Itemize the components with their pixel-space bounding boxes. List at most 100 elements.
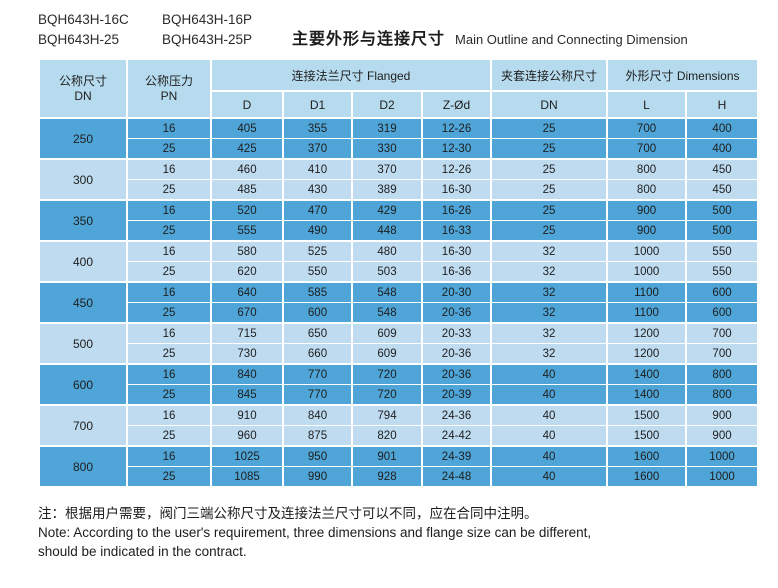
title-row-2: BQH643H-25 BQH643H-25P 主要外形与连接尺寸 Main Ou… [38,30,758,50]
data-cell: 548 [351,302,423,324]
data-cell: 900 [606,220,688,242]
data-cell: 32 [490,261,609,283]
data-cell: 650 [282,323,353,344]
col-header-jacket-dn: DN [490,90,609,119]
data-cell: 1400 [606,384,688,406]
data-cell: 585 [282,282,353,303]
data-cell: 840 [210,364,284,385]
data-cell: 16 [126,405,212,426]
data-cell: 16-33 [420,220,493,242]
col-header-pn: 公称压力 PN [126,58,212,119]
data-cell: 370 [351,159,423,180]
data-cell: 25 [490,179,609,201]
table-row: 450 16 640 585 548 20-30 32 1100 600 [38,282,760,324]
dn-group-cell: 600 [38,364,128,406]
data-cell: 1400 [606,364,688,385]
note-block: 注：根据用户需要，阀门三端公称尺寸及连接法兰尺寸可以不同，应在合同中注明。 No… [38,504,758,561]
data-cell: 40 [490,384,609,406]
col-header-pn-cn: 公称压力 [144,73,193,88]
col-header-h: H [685,90,760,119]
data-cell: 24-48 [420,466,493,488]
data-cell: 770 [282,364,353,385]
data-cell: 12-26 [420,159,493,180]
table-row: 25 555 490 448 16-33 25 900 500 [39,220,760,242]
data-cell: 700 [606,138,688,160]
table-row: 25 1085 990 928 24-48 40 1600 1000 [39,466,760,488]
data-cell: 40 [490,446,609,467]
data-cell: 490 [282,220,353,242]
data-cell: 550 [685,261,760,283]
model-name: BQH643H-25 [38,32,120,47]
data-cell: 800 [685,364,760,385]
data-cell: 430 [282,179,353,201]
col-group-flanged: 连接法兰尺寸 Flanged [209,58,493,92]
data-cell: 715 [210,323,284,344]
data-cell: 950 [282,446,353,467]
data-cell: 1200 [606,323,688,344]
data-cell: 800 [685,384,760,406]
data-cell: 794 [351,405,423,426]
data-cell: 1000 [606,241,688,262]
data-cell: 32 [490,241,609,262]
table-row: 25 620 550 503 16-36 32 1000 550 [39,261,760,283]
data-cell: 928 [351,466,423,488]
data-cell: 875 [282,425,353,447]
data-cell: 548 [351,282,423,303]
data-cell: 1500 [606,425,688,447]
data-cell: 820 [351,425,423,447]
table-row: 25 485 430 389 16-30 25 800 450 [39,179,760,201]
data-cell: 520 [210,200,284,221]
data-cell: 20-36 [420,364,493,385]
table-row: 400 16 580 525 480 16-30 32 1000 550 [38,241,760,283]
data-cell: 16-30 [420,179,493,201]
data-cell: 24-42 [420,425,493,447]
data-cell: 25 [126,261,212,283]
data-cell: 600 [685,302,760,324]
data-cell: 660 [282,343,353,365]
col-header-pn-en: PN [160,88,178,103]
data-cell: 470 [282,200,353,221]
data-cell: 900 [685,405,760,426]
data-cell: 32 [490,282,609,303]
header-row-groups: 公称尺寸 DN 公称压力 PN 连接法兰尺寸 Flanged 夹套连接公称尺寸 … [38,58,760,119]
dn-group-cell: 400 [38,241,128,283]
data-cell: 40 [490,364,609,385]
data-cell: 500 [685,220,760,242]
data-cell: 525 [282,241,353,262]
data-cell: 700 [685,323,760,344]
data-cell: 580 [210,241,284,262]
data-cell: 32 [490,323,609,344]
data-cell: 25 [490,118,609,139]
data-cell: 20-36 [420,343,493,365]
data-cell: 12-30 [420,138,493,160]
data-cell: 600 [282,302,353,324]
data-cell: 450 [685,159,760,180]
data-cell: 1600 [606,446,688,467]
data-cell: 900 [606,200,688,221]
dimensions-table: 公称尺寸 DN 公称压力 PN 连接法兰尺寸 Flanged 夹套连接公称尺寸 … [38,58,760,488]
data-cell: 20-36 [420,302,493,324]
data-cell: 620 [210,261,284,283]
data-cell: 25 [126,425,212,447]
data-cell: 910 [210,405,284,426]
data-cell: 640 [210,282,284,303]
table-row: 25 845 770 720 20-39 40 1400 800 [39,384,760,406]
data-cell: 429 [351,200,423,221]
data-cell: 25 [126,302,212,324]
section-title-cn: 主要外形与连接尺寸 [292,31,446,48]
data-cell: 550 [282,261,353,283]
data-cell: 25 [490,200,609,221]
data-cell: 800 [606,179,688,201]
data-cell: 16 [126,200,212,221]
data-cell: 1600 [606,466,688,488]
note-en-line2: should be indicated in the contract. [38,544,247,559]
col-header-d2: D2 [351,90,423,119]
data-cell: 25 [126,138,212,160]
section-title-en: Main Outline and Connecting Dimension [455,32,688,47]
col-group-jacket: 夹套连接公称尺寸 [490,58,609,92]
data-cell: 25 [490,138,609,160]
data-cell: 901 [351,446,423,467]
data-cell: 845 [210,384,284,406]
data-cell: 16 [126,118,212,139]
